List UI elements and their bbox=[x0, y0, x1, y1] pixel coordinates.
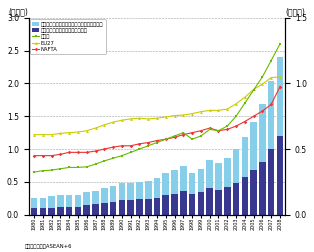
Bar bbox=[259, 162, 266, 215]
Bar bbox=[145, 180, 152, 199]
Bar bbox=[40, 198, 46, 208]
Bar bbox=[110, 202, 116, 215]
Bar bbox=[241, 137, 248, 177]
Bar bbox=[57, 207, 64, 215]
Bar bbox=[119, 200, 125, 215]
Bar bbox=[268, 149, 274, 215]
Bar bbox=[57, 195, 64, 207]
Bar bbox=[259, 105, 266, 162]
Bar bbox=[250, 121, 257, 170]
Bar bbox=[198, 169, 204, 192]
Bar bbox=[101, 188, 108, 203]
Bar bbox=[233, 149, 239, 183]
Bar bbox=[75, 195, 81, 207]
Bar bbox=[31, 198, 37, 208]
Bar bbox=[268, 81, 274, 149]
Bar bbox=[75, 207, 81, 215]
Bar bbox=[162, 173, 169, 195]
Bar bbox=[241, 177, 248, 215]
Bar bbox=[180, 166, 187, 191]
Bar bbox=[206, 160, 213, 188]
Bar bbox=[215, 190, 222, 215]
Bar bbox=[154, 178, 160, 198]
Bar bbox=[84, 205, 90, 215]
Bar bbox=[206, 188, 213, 215]
Bar bbox=[145, 199, 152, 215]
Bar bbox=[198, 192, 204, 215]
Bar bbox=[233, 183, 239, 215]
Bar bbox=[189, 173, 195, 194]
Bar bbox=[162, 195, 169, 215]
Bar bbox=[84, 192, 90, 205]
Bar bbox=[277, 57, 283, 136]
Bar bbox=[101, 203, 108, 215]
Bar bbox=[127, 200, 134, 215]
Bar bbox=[136, 199, 143, 215]
Bar bbox=[31, 208, 37, 215]
Bar bbox=[180, 191, 187, 215]
Bar bbox=[127, 183, 134, 200]
Bar bbox=[110, 186, 116, 202]
Bar bbox=[136, 182, 143, 199]
Text: 備考：アジアはASEAN+6: 備考：アジアはASEAN+6 bbox=[25, 244, 73, 249]
Bar bbox=[40, 208, 46, 215]
Bar bbox=[66, 207, 73, 215]
Bar bbox=[119, 183, 125, 200]
Bar bbox=[171, 194, 178, 215]
Text: (兆ドル): (兆ドル) bbox=[8, 7, 28, 16]
Bar bbox=[92, 191, 99, 204]
Bar bbox=[48, 208, 55, 215]
Bar bbox=[66, 195, 73, 207]
Bar bbox=[92, 204, 99, 215]
Bar bbox=[154, 198, 160, 215]
Bar bbox=[277, 136, 283, 215]
Bar bbox=[224, 187, 230, 215]
Bar bbox=[189, 194, 195, 215]
Text: (兆ドル): (兆ドル) bbox=[286, 7, 306, 16]
Bar bbox=[171, 170, 178, 194]
Bar bbox=[215, 164, 222, 190]
Legend: アジア域内輸出（部品貸易除く）（右目盛）, アジア域内の部品貸易（右目盛）, アジア, EU27, NAFTA: アジア域内輸出（部品貸易除く）（右目盛）, アジア域内の部品貸易（右目盛）, ア… bbox=[30, 19, 106, 54]
Bar bbox=[224, 158, 230, 187]
Bar bbox=[250, 170, 257, 215]
Bar bbox=[48, 196, 55, 208]
